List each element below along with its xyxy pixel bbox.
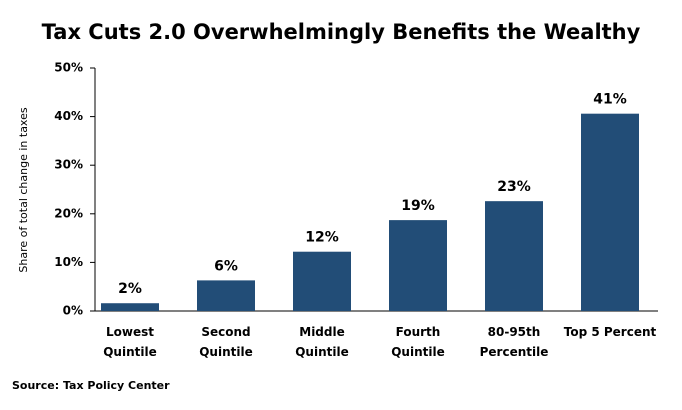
x-tick-label: Top 5 Percent <box>564 325 657 339</box>
x-tick-line: Lowest <box>106 325 154 339</box>
y-axis-label: Share of total change in taxes <box>17 107 30 272</box>
x-tick-line: Top 5 Percent <box>564 325 657 339</box>
x-tick-line: Middle <box>299 325 345 339</box>
data-label: 12% <box>305 230 339 246</box>
x-tick-label: 80-95th Percentile <box>480 325 549 359</box>
bar <box>485 201 543 311</box>
x-tick-label: Fourth Quintile <box>391 325 445 359</box>
bar <box>197 280 255 311</box>
x-tick-line: Quintile <box>103 345 157 359</box>
y-tick-label: 50% <box>54 61 83 75</box>
source: Source: Tax Policy Center <box>12 379 170 392</box>
bar <box>389 220 447 311</box>
x-tick-line: Second <box>201 325 250 339</box>
x-tick-line: Quintile <box>199 345 253 359</box>
chart-title: Tax Cuts 2.0 Overwhelmingly Benefits the… <box>42 20 641 44</box>
x-tick-line: Quintile <box>295 345 349 359</box>
y-tick-label: 30% <box>54 158 83 172</box>
data-label: 6% <box>214 258 238 274</box>
data-label: 19% <box>401 198 435 214</box>
data-label: 41% <box>593 92 627 108</box>
x-tick-label: Lowest Quintile <box>103 325 157 359</box>
x-tick-line: Quintile <box>391 345 445 359</box>
y-tick-label: 20% <box>54 206 83 220</box>
bar <box>293 251 351 311</box>
bar <box>101 303 159 311</box>
bar <box>581 113 639 312</box>
x-tick-label: Middle Quintile <box>295 325 349 359</box>
data-label: 23% <box>497 179 531 195</box>
y-tick-label: 0% <box>63 304 83 318</box>
x-tick-line: Percentile <box>480 345 549 359</box>
x-tick-line: 80-95th <box>488 325 541 339</box>
y-tick-label: 40% <box>54 109 83 123</box>
x-tick-label: Second Quintile <box>199 325 253 359</box>
x-tick-line: Fourth <box>396 325 441 339</box>
y-tick-label: 10% <box>54 255 83 269</box>
data-label: 2% <box>118 281 142 297</box>
